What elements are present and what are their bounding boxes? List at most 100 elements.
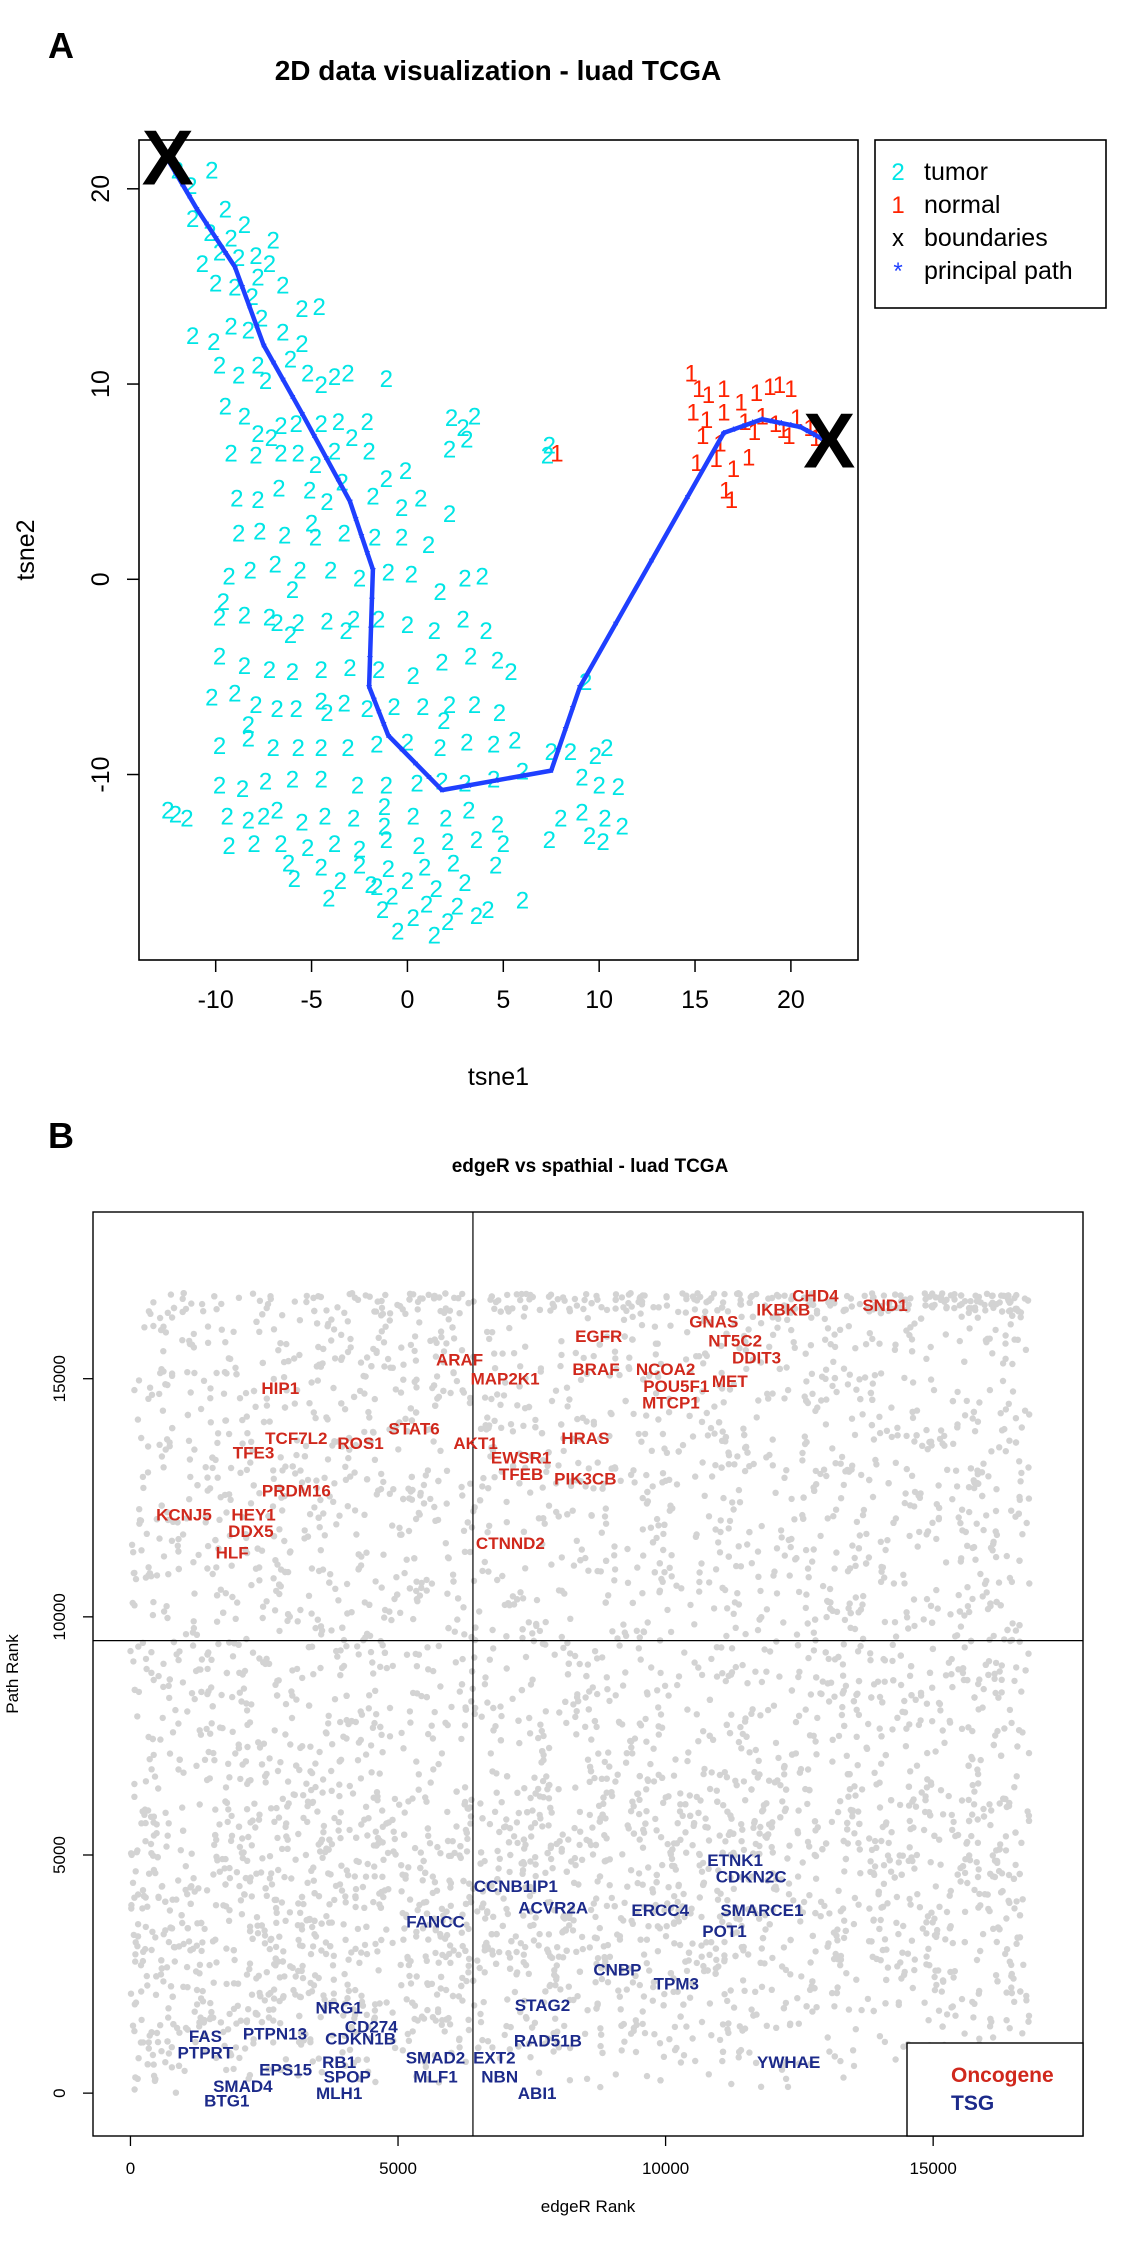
background-gene-point [444,1554,452,1561]
background-gene-point [653,1515,661,1523]
background-gene-point [395,1446,402,1453]
background-gene-point [667,1905,675,1912]
background-gene-point [484,2038,492,2045]
background-gene-point [272,1955,279,1962]
background-gene-point [584,1661,592,1668]
background-gene-point [139,1473,147,1481]
background-gene-point [890,1677,897,1684]
background-gene-point [684,1706,691,1713]
background-gene-point [195,1666,203,1673]
background-gene-point [781,1771,788,1778]
background-gene-point [563,1384,571,1391]
background-gene-point [311,1972,319,1979]
background-gene-point [343,1692,350,1700]
background-gene-point [216,1868,223,1875]
background-gene-point [949,1939,956,1947]
background-gene-point [150,1751,157,1759]
background-gene-point [628,1738,635,1745]
background-gene-point [726,1729,734,1737]
normal-point: 1 [769,411,782,438]
background-gene-point [206,2015,214,2023]
background-gene-point [682,1801,689,1808]
background-gene-point [738,1922,745,1930]
background-gene-point [769,1954,776,1962]
background-gene-point [320,1992,327,1999]
background-gene-point [477,1849,485,1856]
background-gene-point [500,1895,507,1902]
background-gene-point [782,1307,789,1314]
principal-path-marker: * [347,496,353,513]
background-gene-point [355,1651,362,1658]
background-gene-point [455,1993,463,2000]
tumor-point: 2 [406,804,419,831]
background-gene-point [584,1315,591,1322]
background-gene-point [906,1721,913,1728]
background-gene-point [778,1534,785,1541]
background-gene-point [652,1351,659,1358]
background-gene-point [497,1737,505,1744]
tumor-point: 2 [405,561,418,588]
background-gene-point [232,1615,239,1623]
background-gene-point [830,1358,837,1366]
background-gene-point [423,1910,431,1917]
background-gene-point [542,1708,549,1715]
tumor-point: 2 [516,759,529,786]
background-gene-point [321,2004,328,2011]
background-gene-point [756,1616,763,1623]
background-gene-point [199,1939,206,1946]
background-gene-point [712,1945,720,1952]
background-gene-point [593,1895,600,1902]
background-gene-point [645,1923,652,1930]
background-gene-point [431,1879,439,1886]
background-gene-point [674,1820,681,1827]
background-gene-point [184,1925,191,1932]
tumor-point: 2 [249,442,262,469]
background-gene-point [309,2058,316,2065]
background-gene-point [1012,1861,1019,1869]
background-gene-point [687,1601,694,1609]
tumor-point: 2 [213,772,226,799]
background-gene-point [1011,1336,1018,1343]
background-gene-point [757,2083,765,2090]
background-gene-point [402,1415,409,1423]
background-gene-point [719,2057,726,2065]
background-gene-point [558,1338,565,1345]
background-gene-point [828,1989,836,1997]
background-gene-point [980,1460,987,1467]
background-gene-point [902,1490,909,1497]
background-gene-point [373,1842,380,1849]
normal-point: 1 [755,403,768,430]
background-gene-point [440,1912,447,1919]
background-gene-point [268,1935,275,1943]
background-gene-point [650,1978,658,1986]
tumor-point: 2 [328,438,341,465]
background-gene-point [330,1326,338,1333]
background-gene-point [242,1389,250,1397]
background-gene-point [371,1395,378,1403]
background-gene-point [781,1292,788,1299]
background-gene-point [153,1516,161,1523]
background-gene-point [966,1508,973,1516]
background-gene-point [720,1494,727,1502]
chart-a-legend-item: 1 normal [891,191,1000,219]
background-gene-point [229,1693,236,1701]
background-gene-point [477,1800,484,1807]
background-gene-point [358,1821,365,1828]
background-gene-point [710,1290,718,1297]
background-gene-point [413,1933,420,1940]
background-gene-point [941,1739,948,1747]
principal-path-marker: * [172,167,178,184]
background-gene-point [371,2001,379,2008]
background-gene-point [331,1355,339,1362]
background-gene-point [704,1824,711,1831]
background-gene-point [210,1979,217,1986]
background-gene-point [959,1863,967,1870]
background-gene-point [666,1395,673,1403]
background-gene-point [373,1349,380,1357]
background-gene-point [341,1406,349,1413]
background-gene-point [174,1542,181,1550]
background-gene-point [460,1527,468,1535]
principal-path-marker: * [412,758,418,775]
background-gene-point [297,1909,304,1917]
background-gene-point [586,1778,593,1786]
